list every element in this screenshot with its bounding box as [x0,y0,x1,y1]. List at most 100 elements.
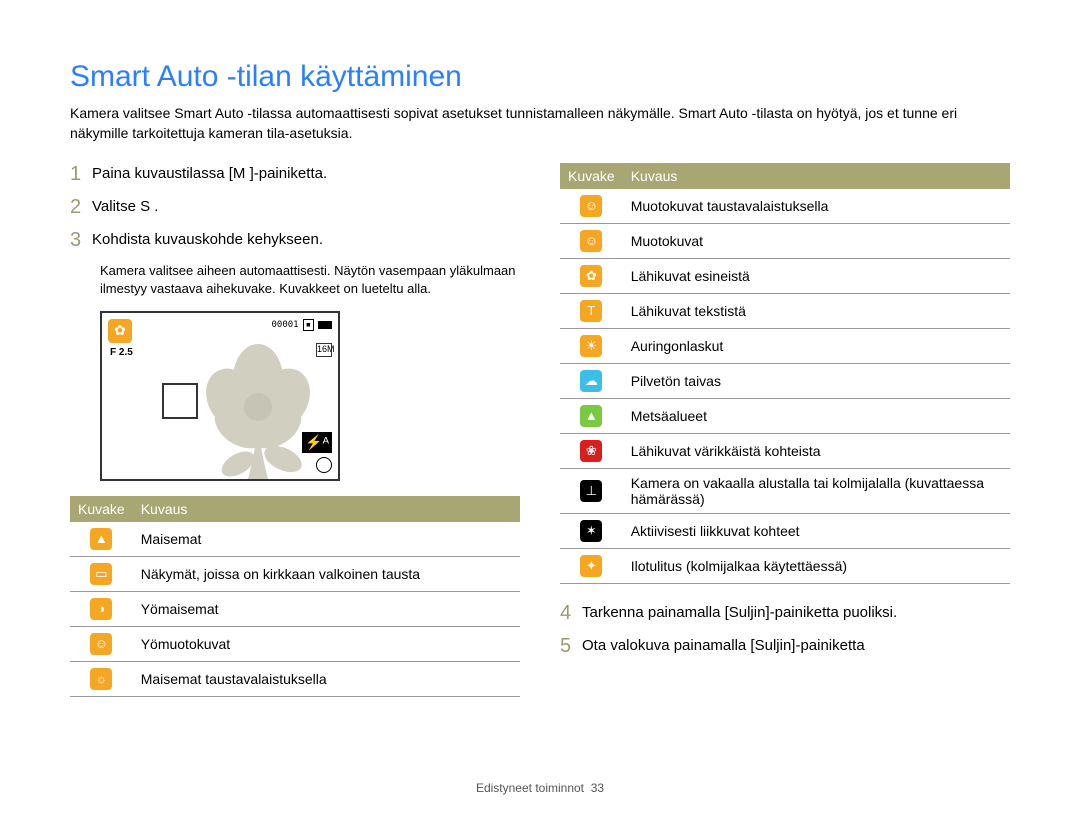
icon-cell: T [560,294,623,329]
step-1: 1 Paina kuvaustilassa [M ]-painiketta. [70,163,520,186]
table-row: ☺ Yömuotokuvat [70,626,520,661]
table-row: ◑ Yömaisemat [70,591,520,626]
icon-cell: ▲ [70,522,133,557]
step-number: 3 [70,229,92,252]
desc-cell: Aktiivisesti liikkuvat kohteet [623,514,1010,549]
icon-cell: ☺ [560,189,623,224]
desc-cell: Maisemat taustavalaistuksella [133,661,520,696]
icon-cell: ☺ [560,224,623,259]
step-number: 2 [70,196,92,219]
step-3: 3 Kohdista kuvauskohde kehykseen. [70,229,520,252]
step-text: Tarkenna painamalla [Suljin]-painiketta … [582,602,897,625]
footer: Edistyneet toiminnot 33 [0,781,1080,795]
table-row: ☺ Muotokuvat [560,224,1010,259]
mode-icon: ⊥ [580,480,602,502]
table-row: ✶ Aktiivisesti liikkuvat kohteet [560,514,1010,549]
table-row: ☼ Maisemat taustavalaistuksella [70,661,520,696]
footer-page: 33 [591,781,604,795]
icon-cell: ▭ [70,556,133,591]
icon-cell: ✦ [560,549,623,584]
mode-icon: ✿ [580,265,602,287]
table-row: ✦ Ilotulitus (kolmijalkaa käytettäessä) [560,549,1010,584]
table-row: ▲ Metsäalueet [560,399,1010,434]
batt-icon [318,321,332,329]
footer-label: Edistyneet toiminnot [476,781,584,795]
icon-cell: ☁ [560,364,623,399]
icon-cell: ▲ [560,399,623,434]
desc-cell: Ilotulitus (kolmijalkaa käytettäessä) [623,549,1010,584]
desc-cell: Metsäalueet [623,399,1010,434]
step-4: 4 Tarkenna painamalla [Suljin]-painikett… [560,602,1010,625]
mode-icon: ☁ [580,370,602,392]
desc-cell: Yömuotokuvat [133,626,520,661]
desc-cell: Näkymät, joissa on kirkkaan valkoinen ta… [133,556,520,591]
icon-cell: ❀ [560,434,623,469]
macro-icon: ✿ [108,319,132,343]
step-text: Kohdista kuvauskohde kehykseen. [92,229,323,252]
desc-cell: Auringonlaskut [623,329,1010,364]
desc-cell: Kamera on vakaalla alustalla tai kolmija… [623,469,1010,514]
table-row: T Lähikuvat tekstistä [560,294,1010,329]
timer-icon [316,457,332,473]
columns: 1 Paina kuvaustilassa [M ]-painiketta. 2… [70,163,1010,696]
desc-cell: Lähikuvat värikkäistä kohteista [623,434,1010,469]
table-row: ▭ Näkymät, joissa on kirkkaan valkoinen t… [70,556,520,591]
table-row: ☀ Auringonlaskut [560,329,1010,364]
mode-icon: ☺ [90,633,112,655]
desc-cell: Muotokuvat taustavalaistuksella [623,189,1010,224]
table-row: ☁ Pilvetön taivas [560,364,1010,399]
icon-table-right: Kuvake Kuvaus ☺ Muotokuvat taustavalaistu… [560,163,1010,584]
step-3-sub: Kamera valitsee aiheen automaattisesti. … [100,262,520,298]
desc-cell: Lähikuvat tekstistä [623,294,1010,329]
mode-icon: ▭ [90,563,112,585]
mode-icon: ❀ [580,440,602,462]
table-row: ❀ Lähikuvat värikkäistä kohteista [560,434,1010,469]
table-row: ▲ Maisemat [70,522,520,557]
step-text: Valitse S . [92,196,158,219]
flash-icon: ⚡ᴬ [302,432,332,453]
th-desc: Kuvaus [133,496,520,522]
th-icon: Kuvake [560,163,623,189]
desc-cell: Lähikuvat esineistä [623,259,1010,294]
icon-cell: ☀ [560,329,623,364]
icon-cell: ☼ [70,661,133,696]
step-2: 2 Valitse S . [70,196,520,219]
icon-cell: ✶ [560,514,623,549]
icon-cell: ⊥ [560,469,623,514]
table-row: ⊥ Kamera on vakaalla alustalla tai kolmij… [560,469,1010,514]
desc-cell: Muotokuvat [623,224,1010,259]
f-value: F 2.5 [110,347,133,358]
desc-cell: Yömaisemat [133,591,520,626]
mode-icon: T [580,300,602,322]
step-text: Ota valokuva painamalla [Suljin]-painike… [582,635,865,658]
flower-graphic [188,329,328,479]
mode-icon: ☀ [580,335,602,357]
icon-table-left: Kuvake Kuvaus ▲ Maisemat ▭ Näkymät, joissa … [70,496,520,697]
step-5: 5 Ota valokuva painamalla [Suljin]-paini… [560,635,1010,658]
th-icon: Kuvake [70,496,133,522]
mode-icon: ☼ [90,668,112,690]
step-number: 1 [70,163,92,186]
icon-cell: ✿ [560,259,623,294]
intro-text: Kamera valitsee Smart Auto -tilassa auto… [70,104,1010,143]
desc-cell: Maisemat [133,522,520,557]
mode-icon: ▲ [580,405,602,427]
icon-cell: ◑ [70,591,133,626]
table-row: ✿ Lähikuvat esineistä [560,259,1010,294]
th-desc: Kuvaus [623,163,1010,189]
mode-icon: ☺ [580,195,602,217]
mode-icon: ✦ [580,555,602,577]
mode-icon: ☺ [580,230,602,252]
step-number: 4 [560,602,582,625]
page-title: Smart Auto -tilan käyttäminen [70,60,1010,94]
camera-screen: ✿ F 2.5 00001 ▪ 16M [100,311,340,481]
table-row: ☺ Muotokuvat taustavalaistuksella [560,189,1010,224]
mode-icon: ✶ [580,520,602,542]
mode-icon: ◑ [90,598,112,620]
icon-cell: ☺ [70,626,133,661]
mode-icon: ▲ [90,528,112,550]
right-column: Kuvake Kuvaus ☺ Muotokuvat taustavalaistu… [560,163,1010,696]
desc-cell: Pilvetön taivas [623,364,1010,399]
step-number: 5 [560,635,582,658]
step-text: Paina kuvaustilassa [M ]-painiketta. [92,163,327,186]
